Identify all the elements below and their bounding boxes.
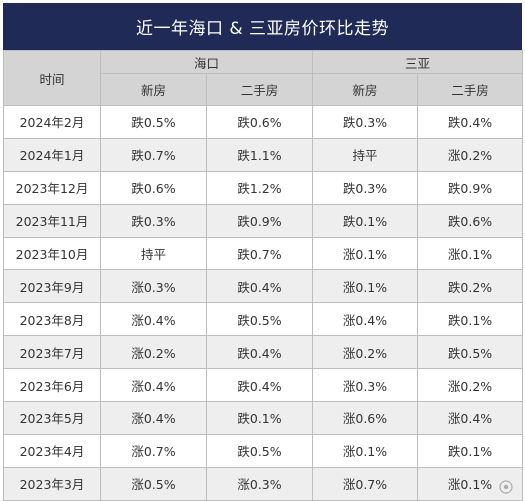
table-row: 2023年8月 涨0.4% 跌0.5% 涨0.4% 跌0.1%	[3, 302, 524, 337]
cell-haikou-new: 跌0.3%	[100, 203, 207, 238]
table-title: 近一年海口 & 三亚房价环比走势	[3, 3, 522, 50]
cell-haikou-new: 涨0.7%	[100, 433, 207, 468]
cell-sanya-new: 涨0.3%	[312, 368, 419, 403]
cell-haikou-second: 跌0.4%	[205, 269, 314, 304]
cell-haikou-second: 跌0.5%	[205, 433, 314, 468]
cell-sanya-second: 涨0.2%	[417, 368, 524, 403]
table-row: 2023年6月 涨0.4% 跌0.4% 涨0.3% 涨0.2%	[3, 368, 524, 403]
cell-haikou-new: 涨0.3%	[100, 269, 207, 304]
cell-haikou-new: 涨0.4%	[100, 401, 207, 435]
cell-time: 2024年1月	[3, 137, 101, 172]
header-row-types: 新房 二手房 新房 二手房	[4, 73, 524, 106]
header-haikou-new: 新房	[100, 73, 207, 106]
cell-time: 2023年8月	[3, 302, 101, 337]
header-sanya: 三亚	[312, 50, 524, 74]
cell-sanya-new: 涨0.2%	[312, 335, 419, 370]
cell-haikou-second: 跌1.1%	[205, 137, 314, 172]
cell-sanya-second: 跌0.4%	[417, 105, 524, 139]
cell-haikou-second: 跌0.1%	[205, 401, 314, 435]
cell-sanya-second: 跌0.6%	[417, 203, 524, 238]
cell-sanya-second: 涨0.2%	[417, 137, 524, 172]
cell-sanya-new: 涨0.4%	[312, 302, 419, 337]
header-sanya-new: 新房	[312, 73, 419, 106]
cell-sanya-new: 持平	[312, 137, 419, 172]
cell-sanya-second: 涨0.1%	[417, 466, 524, 501]
cell-haikou-second: 跌0.6%	[205, 105, 314, 139]
cell-sanya-second: 跌0.5%	[417, 335, 524, 370]
cell-sanya-new: 涨0.6%	[312, 401, 419, 435]
cell-haikou-second: 跌1.2%	[205, 170, 314, 205]
cell-sanya-second: 跌0.9%	[417, 170, 524, 205]
cell-sanya-second: 涨0.4%	[417, 401, 524, 435]
cell-sanya-second: 跌0.1%	[417, 433, 524, 468]
cell-haikou-second: 跌0.4%	[205, 335, 314, 370]
cell-sanya-new: 涨0.7%	[312, 466, 419, 501]
table-row: 2023年3月 涨0.5% 涨0.3% 涨0.7% 涨0.1%	[3, 466, 524, 501]
price-trend-table: 时间 海口 三亚 新房 二手房 新房 二手房 2024年2月 跌0.5% 跌0.6%…	[3, 50, 524, 501]
cell-sanya-new: 跌0.1%	[312, 203, 419, 238]
cell-haikou-new: 涨0.5%	[100, 466, 207, 501]
cell-time: 2023年10月	[3, 236, 101, 271]
cell-sanya-new: 涨0.1%	[312, 236, 419, 271]
cell-time: 2024年2月	[3, 105, 101, 139]
cell-sanya-new: 跌0.3%	[312, 170, 419, 205]
table-row: 2023年11月 跌0.3% 跌0.9% 跌0.1% 跌0.6%	[3, 203, 524, 238]
table-row: 2024年2月 跌0.5% 跌0.6% 跌0.3% 跌0.4%	[3, 105, 524, 139]
table-row: 2023年9月 涨0.3% 跌0.4% 涨0.1% 跌0.2%	[3, 269, 524, 304]
cell-haikou-new: 涨0.4%	[100, 368, 207, 403]
cell-haikou-second: 跌0.9%	[205, 203, 314, 238]
cell-time: 2023年3月	[3, 466, 101, 501]
cell-sanya-second: 跌0.1%	[417, 302, 524, 337]
header-time: 时间	[3, 50, 101, 106]
header-haikou: 海口	[99, 50, 314, 74]
table-row: 2024年1月 跌0.7% 跌1.1% 持平 涨0.2%	[3, 137, 524, 172]
table-row: 2023年12月 跌0.6% 跌1.2% 跌0.3% 跌0.9%	[3, 170, 524, 205]
cell-time: 2023年5月	[3, 401, 101, 435]
cell-haikou-new: 涨0.2%	[100, 335, 207, 370]
cell-haikou-new: 跌0.7%	[100, 137, 207, 172]
watermark-logo-icon	[499, 480, 513, 494]
cell-time: 2023年6月	[3, 368, 101, 403]
table-body: 2024年2月 跌0.5% 跌0.6% 跌0.3% 跌0.4% 2024年1月 跌0.7% 跌…	[3, 105, 524, 501]
cell-haikou-new: 持平	[100, 236, 207, 271]
cell-time: 2023年7月	[3, 335, 101, 370]
cell-time: 2023年11月	[3, 203, 101, 238]
table-row: 2023年10月 持平 跌0.7% 涨0.1% 涨0.1%	[3, 236, 524, 271]
cell-sanya-second: 涨0.1%	[417, 236, 524, 271]
cell-time: 2023年12月	[3, 170, 101, 205]
cell-time: 2023年9月	[3, 269, 101, 304]
cell-haikou-second: 跌0.5%	[205, 302, 314, 337]
cell-haikou-second: 跌0.7%	[205, 236, 314, 271]
cell-sanya-new: 涨0.1%	[312, 269, 419, 304]
cell-haikou-new: 跌0.5%	[100, 105, 207, 139]
table-row: 2023年7月 涨0.2% 跌0.4% 涨0.2% 跌0.5%	[3, 335, 524, 370]
table-row: 2023年4月 涨0.7% 跌0.5% 涨0.1% 跌0.1%	[3, 433, 524, 468]
cell-time: 2023年4月	[3, 433, 101, 468]
header-sanya-second: 二手房	[417, 73, 524, 106]
cell-haikou-second: 跌0.4%	[205, 368, 314, 403]
cell-haikou-new: 跌0.6%	[100, 170, 207, 205]
cell-haikou-new: 涨0.4%	[100, 302, 207, 337]
cell-sanya-second: 跌0.2%	[417, 269, 524, 304]
header-haikou-second: 二手房	[205, 73, 314, 106]
table-row: 2023年5月 涨0.4% 跌0.1% 涨0.6% 涨0.4%	[3, 401, 524, 435]
header-row-cities: 时间 海口 三亚	[3, 50, 524, 106]
cell-sanya-new: 涨0.1%	[312, 433, 419, 468]
source-watermark	[499, 480, 513, 494]
cell-sanya-new: 跌0.3%	[312, 105, 419, 139]
cell-haikou-second: 涨0.3%	[205, 466, 314, 501]
